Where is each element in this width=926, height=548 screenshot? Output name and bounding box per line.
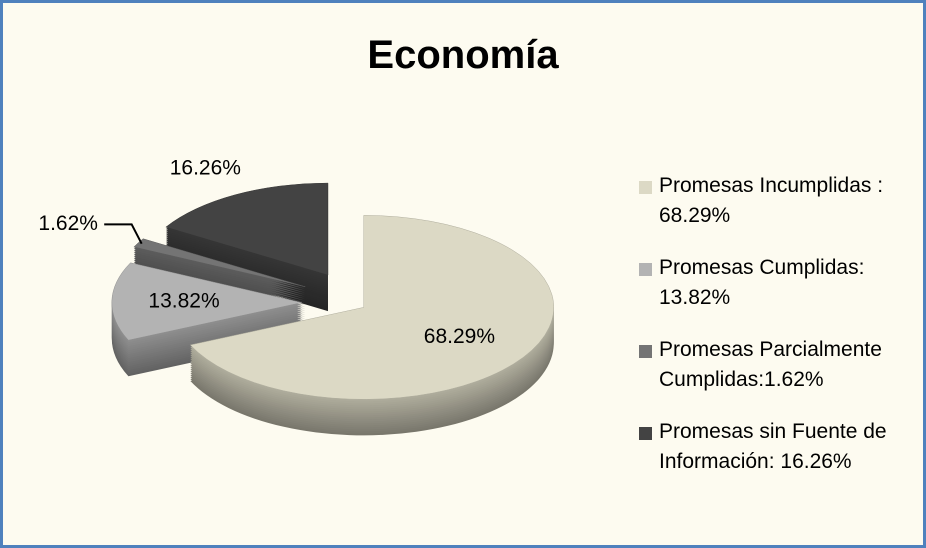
- legend: Promesas Incumplidas : 68.29% Promesas Cu…: [639, 171, 923, 499]
- slice: [111, 262, 302, 341]
- legend-item: Promesas Parcialmente Cumplidas:1.62%: [639, 335, 923, 417]
- legend-label: Promesas Parcialmente Cumplidas:1.62%: [659, 338, 882, 391]
- slice: [189, 215, 554, 400]
- pie-plot: 68.29% 13.82% 1.62% 16.26%: [38, 157, 554, 436]
- legend-item: Promesas Cumplidas: 13.82%: [639, 253, 923, 335]
- data-label: 68.29%: [424, 325, 495, 348]
- legend-swatch: [639, 181, 652, 194]
- legend-label: Promesas sin Fuente de Información: 16.2…: [659, 420, 887, 473]
- leader-line: [104, 223, 143, 245]
- legend-item: Promesas sin Fuente de Información: 16.2…: [639, 417, 923, 499]
- data-label: 13.82%: [148, 289, 219, 312]
- slice: [133, 238, 306, 287]
- legend-swatch: [639, 345, 652, 358]
- legend-label: Promesas Incumplidas : 68.29%: [659, 174, 884, 227]
- legend-item: Promesas Incumplidas : 68.29%: [639, 171, 923, 253]
- chart-title: Economía: [367, 33, 559, 77]
- slice: [165, 182, 329, 276]
- legend-swatch: [639, 427, 652, 440]
- data-label: 16.26%: [170, 157, 241, 180]
- data-label: 1.62%: [38, 212, 98, 235]
- legend-label: Promesas Cumplidas: 13.82%: [659, 256, 865, 309]
- legend-swatch: [639, 263, 652, 276]
